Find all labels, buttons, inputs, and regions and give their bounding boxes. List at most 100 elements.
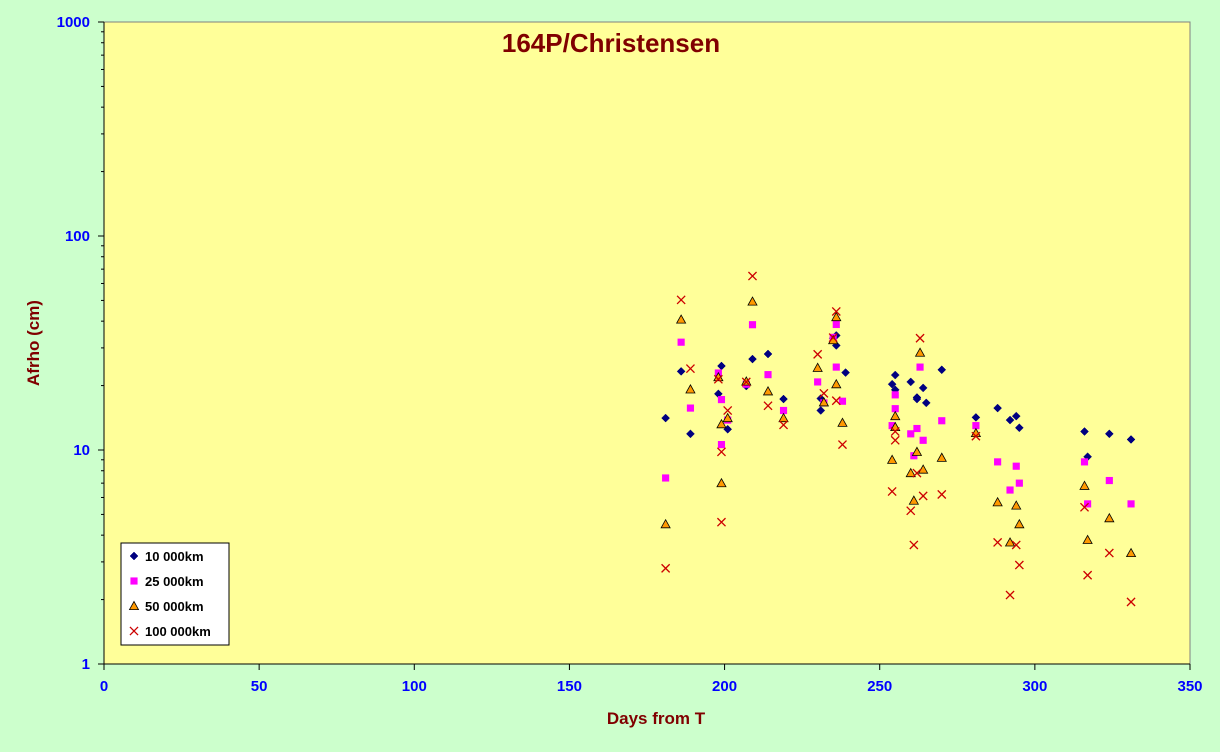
data-point bbox=[764, 371, 772, 379]
data-point bbox=[814, 378, 822, 386]
data-point bbox=[1082, 534, 1093, 544]
data-point bbox=[912, 468, 922, 478]
data-point bbox=[914, 347, 926, 357]
data-point bbox=[916, 363, 924, 371]
data-point bbox=[1126, 435, 1136, 444]
data-point bbox=[1125, 547, 1137, 558]
data-point bbox=[906, 377, 916, 387]
data-point bbox=[831, 396, 841, 406]
y-axis-label: Afrho (cm) bbox=[24, 300, 43, 386]
data-point bbox=[661, 413, 670, 423]
data-point bbox=[908, 495, 920, 505]
data-point bbox=[936, 452, 947, 462]
data-point bbox=[716, 517, 726, 527]
data-point bbox=[1104, 548, 1114, 558]
y-axis-ticks: 1 10 100 1000 bbox=[57, 14, 104, 673]
data-point bbox=[779, 406, 788, 415]
data-point bbox=[1104, 429, 1114, 439]
data-markers bbox=[660, 271, 1137, 607]
data-point bbox=[841, 368, 850, 377]
legend-marker bbox=[130, 577, 138, 585]
data-point bbox=[890, 370, 900, 380]
data-point bbox=[748, 321, 757, 329]
data-point bbox=[818, 397, 830, 407]
data-point bbox=[1011, 540, 1021, 550]
legend-label: 25 000km bbox=[145, 574, 204, 589]
data-point bbox=[762, 386, 774, 396]
data-point bbox=[972, 422, 980, 430]
data-point bbox=[662, 474, 670, 482]
legend-marker bbox=[129, 551, 139, 561]
x-tick-label: 100 bbox=[402, 678, 427, 695]
data-point bbox=[1015, 479, 1023, 487]
data-point bbox=[921, 398, 931, 408]
data-point bbox=[887, 379, 897, 389]
data-point bbox=[1005, 415, 1015, 425]
data-point bbox=[686, 429, 695, 439]
data-point bbox=[888, 422, 896, 430]
data-point bbox=[1014, 423, 1024, 433]
data-point bbox=[832, 320, 840, 329]
x-tick-label: 250 bbox=[867, 678, 892, 695]
legend-label: 50 000km bbox=[145, 599, 204, 614]
data-point bbox=[1080, 458, 1089, 466]
data-point bbox=[722, 412, 733, 423]
data-point bbox=[717, 441, 726, 449]
data-point bbox=[1083, 570, 1093, 580]
plot-area bbox=[103, 21, 1191, 665]
data-point bbox=[676, 367, 686, 376]
chart-title: 164P/Christensen bbox=[502, 28, 720, 58]
data-point bbox=[837, 417, 848, 427]
data-point bbox=[716, 447, 726, 457]
data-point bbox=[838, 397, 847, 405]
data-point bbox=[778, 412, 789, 423]
data-point bbox=[779, 420, 789, 430]
data-point bbox=[1004, 537, 1016, 547]
data-point bbox=[661, 563, 671, 573]
data-point bbox=[816, 406, 826, 415]
data-point bbox=[828, 333, 838, 343]
x-axis-ticks: 0 50 100 150 200 250 300 350 bbox=[100, 664, 1203, 695]
data-point bbox=[911, 446, 923, 456]
data-point bbox=[831, 378, 842, 389]
data-point bbox=[763, 349, 773, 359]
data-point bbox=[716, 477, 727, 488]
data-point bbox=[909, 540, 919, 550]
x-tick-label: 150 bbox=[557, 678, 582, 695]
data-point bbox=[1080, 427, 1089, 436]
data-point bbox=[918, 491, 928, 501]
data-point bbox=[891, 405, 899, 413]
data-point bbox=[971, 413, 981, 422]
data-point bbox=[913, 424, 921, 433]
data-point bbox=[1104, 512, 1115, 523]
data-point bbox=[993, 403, 1002, 413]
data-point bbox=[837, 440, 847, 450]
data-point bbox=[912, 394, 922, 404]
legend-marker bbox=[129, 626, 139, 636]
data-point bbox=[891, 391, 899, 399]
data-point bbox=[890, 435, 900, 445]
data-point bbox=[747, 271, 758, 281]
data-point bbox=[813, 349, 823, 359]
y-tick-label: 100 bbox=[65, 228, 90, 245]
x-tick-label: 300 bbox=[1022, 678, 1047, 695]
data-point bbox=[1126, 597, 1136, 607]
data-point bbox=[676, 295, 686, 305]
data-point bbox=[938, 417, 946, 425]
x-tick-label: 0 bbox=[100, 678, 108, 695]
data-point bbox=[716, 418, 727, 429]
data-point bbox=[747, 296, 758, 306]
data-point bbox=[886, 454, 898, 464]
data-point bbox=[971, 431, 981, 441]
data-point bbox=[741, 377, 751, 387]
data-point bbox=[685, 384, 696, 394]
data-point bbox=[1127, 500, 1135, 508]
y-tick-label: 10 bbox=[73, 442, 90, 459]
data-point bbox=[915, 333, 925, 343]
data-point bbox=[994, 458, 1002, 466]
legend-label: 10 000km bbox=[145, 549, 204, 564]
data-point bbox=[763, 401, 773, 411]
data-point bbox=[1012, 462, 1020, 470]
data-point bbox=[831, 311, 842, 322]
